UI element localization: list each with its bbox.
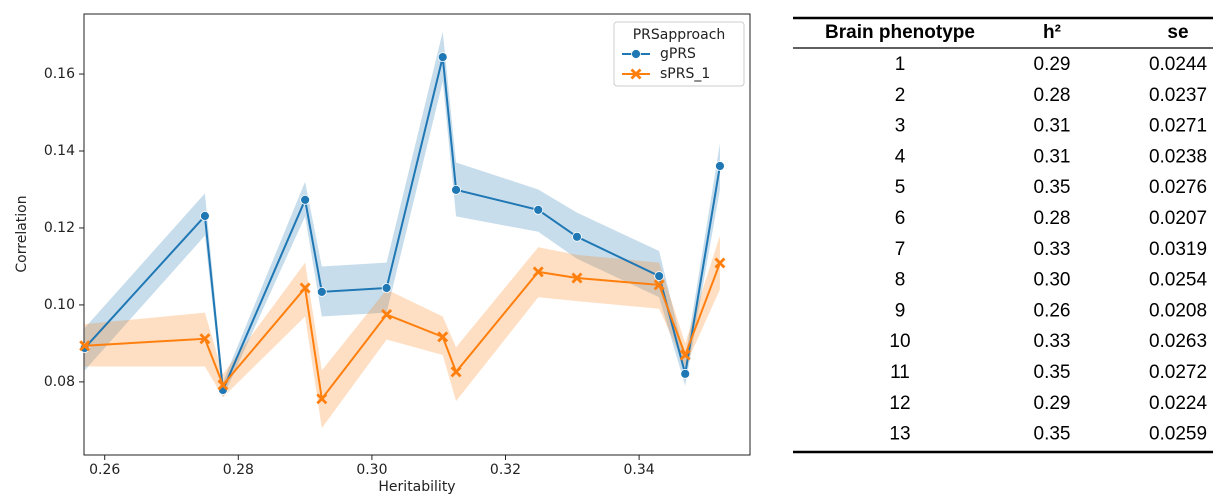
table-cell: 12	[889, 393, 910, 414]
data-point	[79, 340, 91, 352]
data-point	[299, 282, 311, 294]
table-cell: 0.0259	[1149, 424, 1207, 445]
table-header: h²	[1043, 22, 1061, 43]
data-point	[680, 368, 691, 379]
data-point	[217, 379, 229, 391]
data-point	[715, 161, 725, 171]
table-cell: 0.30	[1034, 270, 1071, 291]
table-cell: 0.0207	[1149, 208, 1207, 229]
table-cell: 0.35	[1034, 362, 1071, 383]
table-header: se	[1167, 22, 1188, 43]
x-tick-label: 0.28	[223, 462, 254, 478]
data-point	[300, 194, 311, 205]
y-tick-label: 0.14	[44, 143, 75, 159]
legend-label: sPRS_1	[660, 66, 710, 82]
x-axis-label: Heritability	[378, 479, 455, 495]
table-cell: 3	[895, 116, 906, 137]
table-cell: 0.31	[1034, 116, 1071, 137]
table-cell: 4	[895, 146, 906, 167]
table-cell: 0.28	[1034, 85, 1071, 106]
table-cell: 7	[895, 239, 906, 260]
table-header: Brain phenotype	[825, 22, 975, 43]
table-cell: 0.33	[1034, 239, 1071, 260]
legend-marker	[631, 49, 641, 59]
table-cell: 8	[895, 270, 906, 291]
table-cell: 6	[895, 208, 906, 229]
table-cell: 2	[895, 85, 906, 106]
data-point	[450, 366, 462, 378]
table-cell: 5	[895, 177, 906, 198]
y-tick-label: 0.08	[44, 374, 75, 390]
data-point	[381, 283, 392, 293]
table-cell: 0.28	[1034, 208, 1071, 229]
table-cell: 0.35	[1034, 177, 1071, 198]
table-cell: 0.0244	[1149, 54, 1208, 75]
table-cell: 0.0208	[1149, 300, 1207, 321]
legend-box	[613, 21, 745, 87]
x-tick-label: 0.32	[490, 462, 521, 478]
legend-title: PRSapproach	[633, 27, 726, 43]
data-point	[437, 331, 449, 343]
data-point	[714, 257, 726, 269]
legend-label: gPRS	[660, 46, 696, 62]
table-cell: 0.0276	[1149, 177, 1207, 198]
confidence-band	[84, 31, 720, 398]
table-cell: 0.29	[1034, 393, 1071, 414]
x-tick-label: 0.26	[89, 462, 120, 478]
table-cell: 1	[895, 54, 906, 75]
table-cell: 0.29	[1034, 54, 1071, 75]
data-point	[316, 286, 327, 297]
table-cell: 0.33	[1034, 331, 1071, 352]
data-point	[679, 349, 691, 361]
data-point	[653, 279, 665, 291]
data-point	[200, 211, 210, 221]
y-tick-label: 0.16	[44, 66, 75, 82]
table-cell: 10	[889, 331, 910, 352]
data-point	[451, 184, 461, 195]
data-point	[316, 393, 328, 405]
data-point	[654, 271, 665, 281]
legend-marker	[630, 68, 642, 80]
data-point	[572, 231, 582, 242]
y-tick-label: 0.10	[44, 297, 75, 313]
data-point	[533, 204, 544, 215]
data-point	[532, 266, 544, 278]
table-cell: 0.31	[1034, 146, 1071, 167]
table-cell: 0.0272	[1149, 362, 1207, 383]
confidence-band	[84, 235, 720, 429]
x-tick-label: 0.30	[356, 462, 387, 478]
data-point	[381, 309, 393, 321]
table-cell: 0.0263	[1149, 331, 1207, 352]
table-cell: 13	[889, 424, 910, 445]
table-cell: 0.0271	[1149, 116, 1207, 137]
plot-frame	[83, 13, 751, 456]
table-cell: 0.0254	[1149, 270, 1208, 291]
y-tick-label: 0.12	[44, 220, 75, 236]
table-cell: 0.0319	[1149, 239, 1207, 260]
table-cell: 0.35	[1034, 424, 1071, 445]
table-cell: 0.0224	[1149, 393, 1208, 414]
data-point	[437, 52, 448, 62]
table-cell: 0.0237	[1149, 85, 1207, 106]
table-cell: 9	[895, 300, 906, 321]
table-cell: 0.0238	[1149, 146, 1207, 167]
y-axis-label: Correlation	[14, 195, 30, 272]
x-tick-label: 0.34	[624, 462, 655, 478]
data-point	[571, 272, 583, 284]
data-point	[199, 333, 211, 345]
table-cell: 0.26	[1034, 300, 1071, 321]
table-cell: 11	[890, 362, 910, 383]
